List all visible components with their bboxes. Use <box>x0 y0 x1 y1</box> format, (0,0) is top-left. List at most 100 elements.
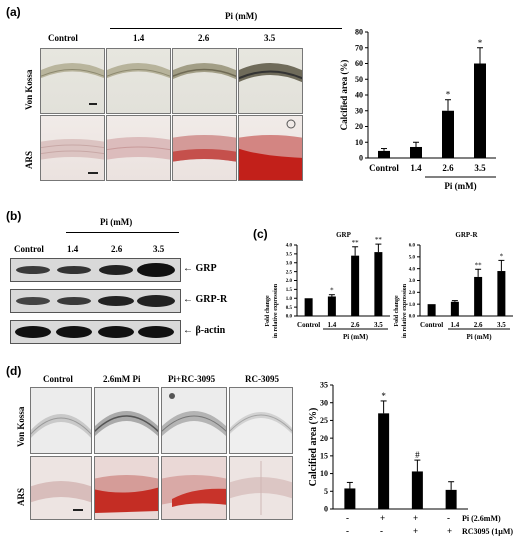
y-tick-label: 5 <box>324 487 328 496</box>
arrow-icon: ← <box>183 325 193 336</box>
bar <box>474 63 486 158</box>
panel-d-col-pi-rc3095: Pi+RC-3095 <box>168 374 216 384</box>
treatment-label-rc3095: RC3095 (1µM) <box>462 527 514 536</box>
panel-d-col-control: Control <box>43 374 73 384</box>
significance-marker: * <box>446 90 451 100</box>
micrograph-d-ars-rc <box>229 456 293 520</box>
treatment-sign: + <box>413 513 419 523</box>
chart-title: GRP <box>336 231 352 239</box>
blot-grp <box>10 258 181 282</box>
y-tick-label: 1.0 <box>286 297 293 302</box>
y-tick-label: 15 <box>320 452 328 461</box>
y-tick-label: 2.0 <box>286 279 293 284</box>
panel-a-col-3-5: 3.5 <box>264 33 276 43</box>
bar <box>445 489 457 509</box>
y-tick-label: 1.5 <box>286 288 293 293</box>
micrograph-d-vonkossa-pi-rc <box>161 387 227 454</box>
y-tick-label: 25 <box>320 416 328 425</box>
blot-label-grp: GRP <box>195 263 217 274</box>
x-tick-label: 2.6 <box>442 163 454 173</box>
treatment-sign: - <box>447 513 450 523</box>
y-tick-label: 5.0 <box>409 256 416 261</box>
arrow-icon: ← <box>183 294 193 305</box>
y-tick-label: 2.0 <box>409 291 416 296</box>
bar <box>411 471 423 509</box>
treatment-sign: - <box>380 526 383 536</box>
chart-title: GRP-R <box>455 231 478 239</box>
bar <box>474 276 483 316</box>
x-tick-label: 2.6 <box>351 321 360 329</box>
treatment-label-pi: Pi (2.6mM) <box>462 514 501 523</box>
panel-a-group-line <box>110 28 342 29</box>
bar <box>344 488 356 509</box>
y-tick-label: 10 <box>320 469 328 478</box>
bar <box>351 255 360 316</box>
blot-grp-r <box>10 289 181 313</box>
y-tick-label: 3.0 <box>409 279 416 284</box>
y-tick-label: 80 <box>355 28 363 37</box>
micrograph-a-ars-3-5 <box>238 115 303 181</box>
blot-label-beta-actin: β-actin <box>195 325 226 336</box>
y-tick-label: 60 <box>355 59 363 68</box>
x-tick-label: Control <box>297 321 320 329</box>
y-tick-label: 30 <box>320 398 328 407</box>
panel-d-col-rc3095: RC-3095 <box>245 374 279 384</box>
y-tick-label: 10 <box>355 138 363 147</box>
significance-marker: * <box>381 391 386 401</box>
bar <box>450 301 459 316</box>
bar <box>327 296 336 316</box>
blot-label-grp-r: GRP-R <box>195 294 228 305</box>
bar <box>378 413 390 509</box>
panel-b-label: (b) <box>6 209 22 223</box>
y-axis-label: Calcified area (%) <box>308 408 319 487</box>
x-axis-label: Pi (mM) <box>466 333 492 341</box>
bar <box>378 150 390 158</box>
x-tick-label: 3.5 <box>474 163 486 173</box>
y-tick-label: 4.0 <box>286 244 293 249</box>
bar <box>497 271 506 316</box>
bar <box>304 298 313 316</box>
x-tick-label: Control <box>369 163 399 173</box>
micrograph-d-vonkossa-control <box>30 387 92 454</box>
y-tick-label: 0 <box>359 154 363 163</box>
significance-marker: ** <box>475 261 483 269</box>
significance-marker: * <box>500 252 504 260</box>
panel-a-group-header: Pi (mM) <box>225 11 258 21</box>
x-axis-label: Pi (mM) <box>444 181 476 191</box>
micrograph-d-vonkossa-pi <box>94 387 159 454</box>
y-tick-label: 6.0 <box>409 244 416 249</box>
micrograph-d-vonkossa-rc <box>229 387 293 454</box>
y-tick-label: 70 <box>355 43 363 52</box>
panel-a-col-2-6: 2.6 <box>198 33 210 43</box>
y-axis-label: Calcified area (%) <box>339 60 349 131</box>
y-tick-label: 1.0 <box>409 303 416 308</box>
y-tick-label: 20 <box>320 434 328 443</box>
panel-b-col-control: Control <box>14 244 44 254</box>
micrograph-a-vonkossa-control <box>40 48 105 114</box>
panel-d-col-2-6mm-pi: 2.6mM Pi <box>103 374 141 384</box>
y-tick-label: 30 <box>355 106 363 115</box>
significance-marker: # <box>415 450 420 460</box>
micrograph-a-ars-2-6 <box>172 115 237 181</box>
x-tick-label: 2.6 <box>474 321 483 329</box>
significance-marker: * <box>330 287 334 295</box>
treatment-sign: - <box>346 513 349 523</box>
micrograph-d-ars-pi-rc <box>161 456 227 520</box>
significance-marker: * <box>478 38 483 48</box>
treatment-sign: + <box>447 526 453 536</box>
bar <box>427 304 436 316</box>
y-tick-label: 3.5 <box>286 253 293 258</box>
panel-d-label: (d) <box>6 364 22 378</box>
x-tick-label: 3.5 <box>497 321 506 329</box>
panel-c-label: (c) <box>253 227 268 241</box>
panel-a-col-control: Control <box>48 33 78 43</box>
x-axis-label: Pi (mM) <box>343 333 369 341</box>
y-tick-label: 0 <box>324 505 328 514</box>
x-tick-label: 1.4 <box>328 321 337 329</box>
bar <box>410 146 422 158</box>
panel-a-label: (a) <box>6 5 21 19</box>
panel-a-col-1-4: 1.4 <box>133 33 145 43</box>
y-tick-label: 0.0 <box>286 315 293 320</box>
